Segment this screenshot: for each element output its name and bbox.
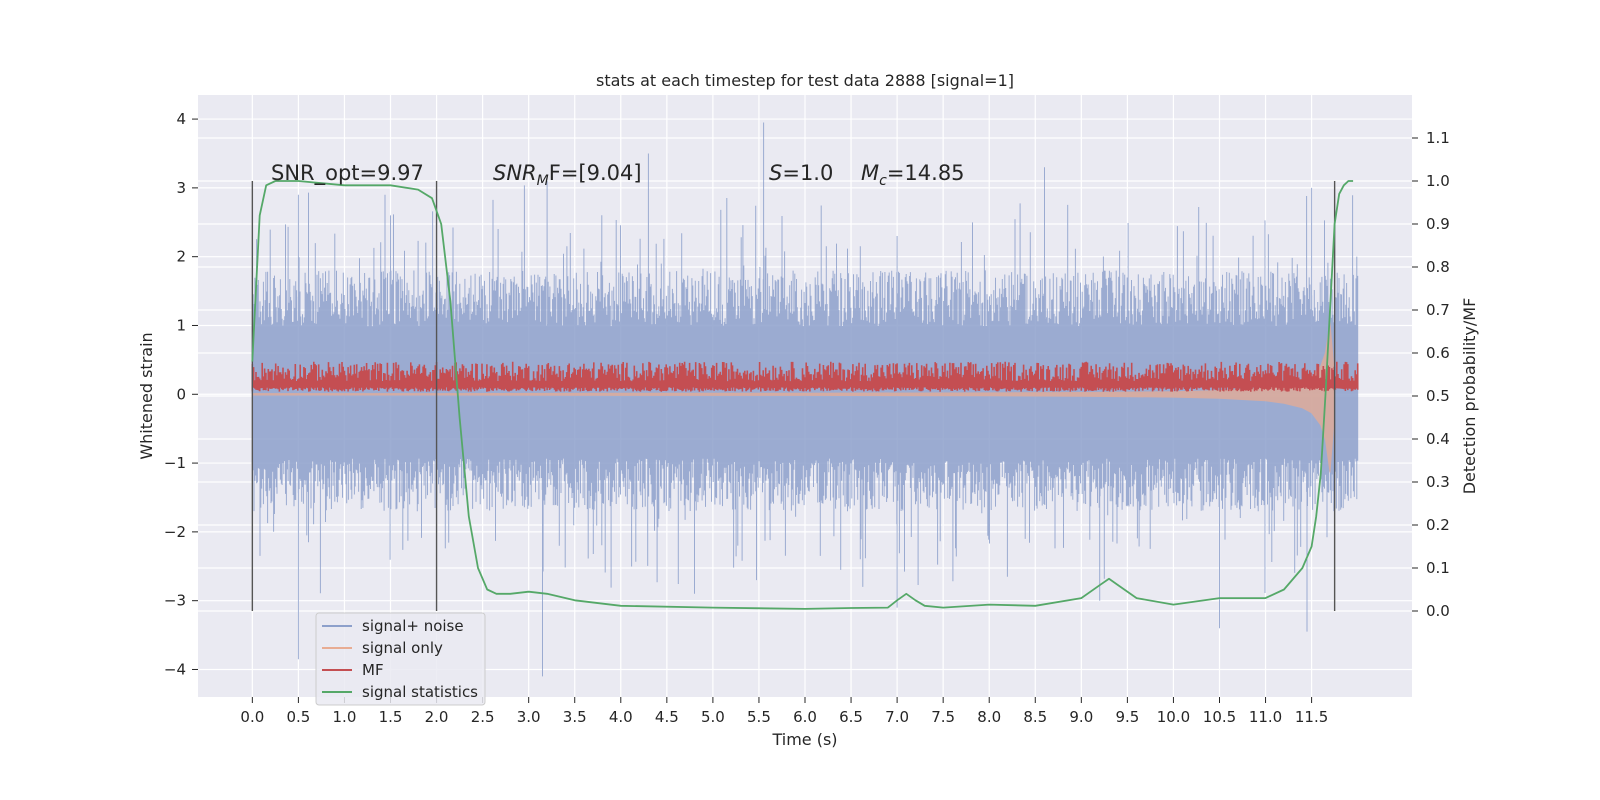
- y-tick-label-left: 1: [176, 316, 186, 334]
- y-tick-label-right: 0.9: [1426, 215, 1450, 233]
- x-tick-label: 6.0: [793, 708, 817, 726]
- signal-statistics-series: [251, 180, 1354, 610]
- x-tick-label: 5.0: [701, 708, 725, 726]
- annotation-mc-main: M: [861, 161, 879, 185]
- y-tick-label-right: 0.3: [1426, 473, 1450, 491]
- y-tick-label-left: −4: [164, 660, 186, 678]
- y-axis-label-right: Detection probability/MF: [1460, 298, 1479, 495]
- x-tick-label: 3.5: [563, 708, 587, 726]
- annotation-snr-mf: SNRMF=[9.04]: [493, 161, 642, 189]
- annotation-mc-sub: c: [879, 173, 887, 189]
- x-axis-label: Time (s): [771, 730, 837, 749]
- y-axis-label-left: Whitened strain: [137, 332, 156, 459]
- y-tick-label-right: 1.0: [1426, 172, 1450, 190]
- legend-label-signal: signal only: [362, 639, 443, 657]
- annotation-s: S=1.0: [769, 161, 833, 185]
- y-tick-label-left: 0: [176, 385, 186, 403]
- legend: signal+ noise signal only MF signal stat…: [315, 612, 486, 706]
- y-tick-label-left: −2: [164, 523, 186, 541]
- legend-label-statistics: signal statistics: [362, 683, 478, 701]
- y-tick-label-left: −3: [164, 592, 186, 610]
- x-tick-label: 8.0: [977, 708, 1001, 726]
- annotations: SNR_opt=9.97 SNRMF=[9.04] S=1.0 Mc=14.85: [271, 161, 965, 189]
- x-tick-label: 1.0: [333, 708, 357, 726]
- chart-title: stats at each timestep for test data 288…: [596, 71, 1014, 90]
- x-tick-label: 10.5: [1203, 708, 1236, 726]
- y-tick-label-right: 0.0: [1426, 602, 1450, 620]
- y-tick-label-right: 0.2: [1426, 516, 1450, 534]
- x-tick-label: 8.5: [1023, 708, 1047, 726]
- annotation-mc: Mc=14.85: [861, 161, 965, 189]
- legend-label-mf: MF: [362, 661, 384, 679]
- y-tick-label-left: −1: [164, 454, 186, 472]
- legend-label-noise: signal+ noise: [362, 617, 464, 635]
- y-tick-label-right: 0.7: [1426, 301, 1450, 319]
- legend-box: [315, 612, 486, 706]
- y-tick-label-right: 0.5: [1426, 387, 1450, 405]
- y-tick-label-right: 1.1: [1426, 129, 1450, 147]
- y-tick-label-left: 2: [176, 248, 186, 266]
- annotation-mc-rest: =14.85: [887, 161, 965, 185]
- x-tick-label: 0.5: [286, 708, 310, 726]
- annotation-snr-mf-rest: F=[9.04]: [549, 161, 642, 185]
- annotation-snr-mf-main: SNR: [493, 161, 537, 185]
- x-tick-label: 4.5: [655, 708, 679, 726]
- x-tick-label: 4.0: [609, 708, 633, 726]
- x-tick-label: 2.5: [471, 708, 495, 726]
- x-tick-label: 7.5: [931, 708, 955, 726]
- x-tick-label: 10.0: [1157, 708, 1190, 726]
- x-tick-label: 3.0: [517, 708, 541, 726]
- x-tick-label: 6.5: [839, 708, 863, 726]
- x-tick-label: 11.0: [1249, 708, 1282, 726]
- x-tick-label: 5.5: [747, 708, 771, 726]
- y-tick-label-right: 0.6: [1426, 344, 1450, 362]
- annotation-snr-mf-sub: M: [537, 173, 549, 189]
- x-tick-label: 9.5: [1115, 708, 1139, 726]
- vertical-markers: [251, 181, 1336, 611]
- signal-statistics-line: [251, 180, 1354, 610]
- y-tick-label-left: 3: [176, 179, 186, 197]
- x-tick-label: 11.5: [1295, 708, 1328, 726]
- x-tick-label: 1.5: [379, 708, 403, 726]
- x-tick-label: 0.0: [240, 708, 264, 726]
- x-tick-label: 7.0: [885, 708, 909, 726]
- annotation-s-main: S: [769, 161, 782, 185]
- x-tick-label: 9.0: [1069, 708, 1093, 726]
- x-tick-label: 2.0: [425, 708, 449, 726]
- axes: 0.0 0.5 1.0 1.5 2.0 2.5 3.0 3.5 4.0 4.5 5.0 5.5 6.0 6…: [164, 110, 1450, 726]
- annotation-snr-opt: SNR_opt=9.97: [271, 161, 424, 186]
- annotation-s-rest: =1.0: [782, 161, 833, 185]
- y-tick-label-right: 0.8: [1426, 258, 1450, 276]
- y-tick-label-right: 0.1: [1426, 559, 1450, 577]
- y-tick-label-left: 4: [176, 110, 186, 128]
- y-tick-label-right: 0.4: [1426, 430, 1450, 448]
